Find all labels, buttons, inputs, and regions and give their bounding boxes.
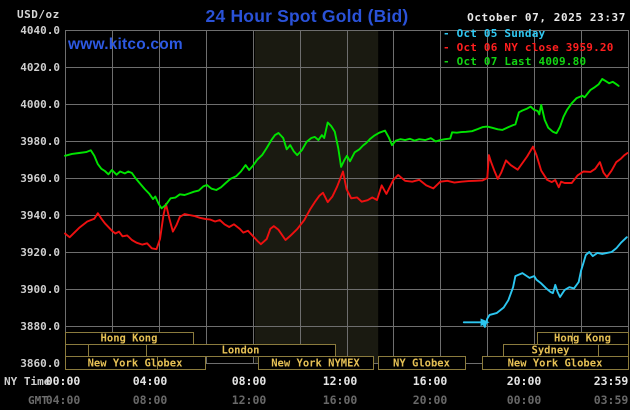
sunday-open-arrow-icon bbox=[480, 318, 490, 327]
legend-item-oct05: - Oct 05 Sunday bbox=[443, 27, 546, 40]
kitco-watermark-link[interactable]: www.kitco.com bbox=[68, 36, 183, 53]
x-axis-gmt-label: GMT bbox=[28, 394, 48, 407]
x-axis-ny-tick-label: 04:00 bbox=[133, 374, 168, 388]
y-axis-tick-label: 3960.0 bbox=[20, 172, 60, 185]
x-axis-ny-tick-label: 20:00 bbox=[507, 374, 542, 388]
session-box bbox=[65, 356, 206, 370]
legend-item-oct06: - Oct 06 NY close 3959.20 bbox=[443, 41, 614, 54]
y-axis-tick-label: 3980.0 bbox=[20, 135, 60, 148]
price-line-oct05 bbox=[462, 236, 628, 328]
x-axis-ny-tick-label: 12:00 bbox=[323, 374, 358, 388]
y-axis-tick-label: 3860.0 bbox=[20, 357, 60, 370]
x-axis-ny-tick-label: 23:59 bbox=[594, 374, 629, 388]
x-axis-gmt-tick-label: 03:59 bbox=[594, 393, 629, 407]
nymex-floor-session-band bbox=[255, 30, 379, 363]
x-axis-gmt-tick-label: 16:00 bbox=[323, 393, 358, 407]
session-label: Sydney bbox=[532, 345, 571, 357]
x-axis-gmt-tick-label: 00:00 bbox=[507, 393, 542, 407]
price-line-oct06 bbox=[64, 145, 629, 251]
x-axis-ny-tick-label: 08:00 bbox=[232, 374, 267, 388]
session-box bbox=[598, 344, 629, 357]
session-box bbox=[482, 356, 629, 370]
session-label: NY Globex bbox=[393, 358, 451, 370]
page-title: 24 Hour Spot Gold (Bid) bbox=[205, 6, 409, 26]
y-axis-tick-label: 4020.0 bbox=[20, 61, 60, 74]
x-axis-gmt-tick-label: 20:00 bbox=[413, 393, 448, 407]
legend-item-oct07: - Oct 07 Last 4009.80 bbox=[443, 55, 587, 68]
x-axis-ny-time-label: NY Time bbox=[4, 375, 51, 388]
x-axis-gmt-tick-label: 08:00 bbox=[133, 393, 168, 407]
session-label: New York Globex bbox=[88, 358, 184, 370]
session-box bbox=[65, 344, 89, 357]
session-box bbox=[88, 344, 147, 357]
session-box bbox=[258, 356, 374, 370]
y-axis-tick-label: 4000.0 bbox=[20, 98, 60, 111]
y-axis-tick-label: 4040.0 bbox=[20, 24, 60, 37]
session-label: New York NYMEX bbox=[271, 358, 360, 370]
y-axis-tick-label: 3940.0 bbox=[20, 209, 60, 222]
y-axis-tick-label: 3880.0 bbox=[20, 320, 60, 333]
legend: - Oct 05 Sunday - Oct 06 NY close 3959.20… bbox=[443, 27, 614, 69]
session-label: Hong Kong bbox=[101, 333, 158, 345]
y-axis-tick-label: 3920.0 bbox=[20, 246, 60, 259]
session-box bbox=[378, 356, 466, 370]
x-axis-gmt-tick-label: 04:00 bbox=[46, 393, 81, 407]
y-axis-unit-label: USD/oz bbox=[17, 8, 60, 21]
x-axis-ny-tick-label: 00:00 bbox=[46, 374, 81, 388]
session-label: Hong Kong bbox=[554, 333, 611, 345]
session-label: New York Globex bbox=[508, 358, 604, 370]
price-line-oct07 bbox=[64, 78, 620, 210]
x-axis-gmt-tick-label: 12:00 bbox=[232, 393, 267, 407]
y-axis-tick-label: 3900.0 bbox=[20, 283, 60, 296]
x-axis-ny-tick-label: 16:00 bbox=[413, 374, 448, 388]
session-box bbox=[146, 344, 336, 357]
chart-datetime: October 07, 2025 23:37 bbox=[467, 11, 626, 24]
session-label: London bbox=[222, 345, 260, 357]
